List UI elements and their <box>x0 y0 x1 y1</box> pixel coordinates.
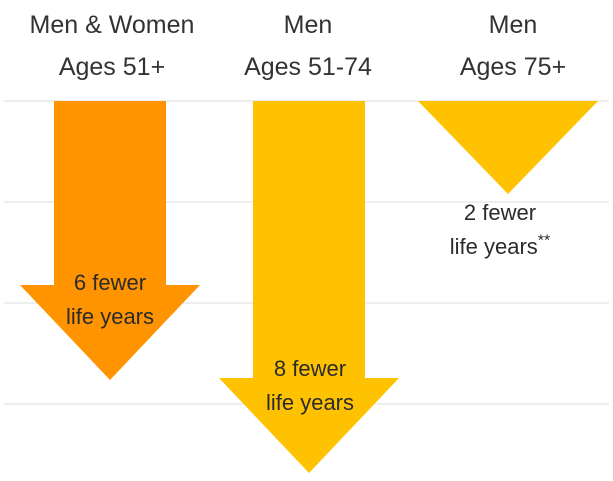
value-label-line1: 6 fewer <box>73 270 147 295</box>
category-label-line1: Men & Women <box>29 11 195 39</box>
category-label-line2: Ages 51+ <box>58 53 166 81</box>
value-label-line1: 8 fewer <box>273 356 347 381</box>
arrow-bar-0 <box>20 101 200 380</box>
value-label-0: 6 fewer life years <box>30 266 190 334</box>
value-label-line1: 2 fewer <box>463 200 537 225</box>
value-label-line2-wrap: life years** <box>420 230 580 264</box>
category-header-2: Men Ages 75+ <box>413 4 613 88</box>
category-label-line2: Ages 75+ <box>459 53 567 81</box>
arrow-bar-1 <box>219 101 399 473</box>
category-header-0: Men & Women Ages 51+ <box>12 4 212 88</box>
value-label-1: 8 fewer life years <box>230 352 390 420</box>
category-label-line2: Ages 51-74 <box>244 53 372 81</box>
arrow-bar-2 <box>418 101 598 194</box>
category-header-1: Men Ages 51-74 <box>208 4 408 88</box>
value-label-2: 2 fewer life years** <box>420 196 580 264</box>
category-label-line1: Men <box>488 11 538 39</box>
value-label-line2: life years <box>449 234 538 259</box>
category-label-line1: Men <box>283 11 333 39</box>
footnote-marker: ** <box>537 232 551 250</box>
value-label-line2: life years <box>265 390 355 415</box>
value-label-line2: life years <box>65 304 155 329</box>
